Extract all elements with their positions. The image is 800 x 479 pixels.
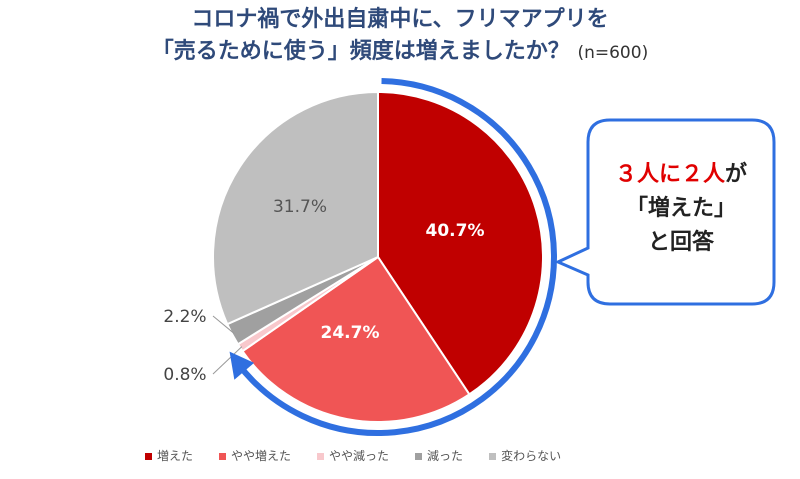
legend-label: 減った [427,449,464,463]
leader-line [212,315,235,334]
callout-box: ３人に２人が 「増えた」 と回答 [588,118,774,304]
slice-label: 31.7% [273,197,327,217]
slice-label: 2.2% [163,307,206,327]
callout-line3: と回答 [647,230,714,255]
legend-label: 増えた [157,449,194,463]
legend-swatch [219,453,227,460]
sample-size: (n=600) [577,43,649,63]
pie-slice [241,255,471,423]
legend-label: 変わらない [501,449,562,463]
leader-line [212,346,243,375]
arrow-head-icon [229,351,255,380]
legend-item: やや増えた [219,447,291,464]
title-text: 「売るために使う」頻度は増えましたか？ [151,39,570,64]
callout-line2: 「増えた」 [625,196,736,221]
pie-slice [212,90,379,326]
legend-item: 変わらない [489,447,561,464]
callout-highlight: ３人に２人 [614,162,725,187]
legend-label: やや減った [329,449,390,463]
legend-swatch [489,453,497,460]
legend: 増えた やや増えた やや減った 減った 変わらない [145,447,561,464]
legend-swatch [317,453,325,460]
chart-title-line1: コロナ禍で外出自粛中に、フリマアプリを [191,7,609,32]
slice-label: 40.7% [426,221,485,241]
legend-item: 減った [415,447,463,464]
legend-swatch [415,453,423,460]
callout-bubble [554,118,776,306]
chart-title-line2: 「売るために使う」頻度は増えましたか？ (n=600) [0,36,800,69]
highlight-arc [236,78,557,436]
legend-item: やや減った [317,447,389,464]
slice-label: 0.8% [163,365,206,385]
legend-item: 増えた [145,447,193,464]
legend-swatch [145,453,152,460]
slice-label: 24.7% [321,323,380,343]
callout-suffix: が [725,162,748,187]
legend-label: やや増えた [231,449,292,463]
